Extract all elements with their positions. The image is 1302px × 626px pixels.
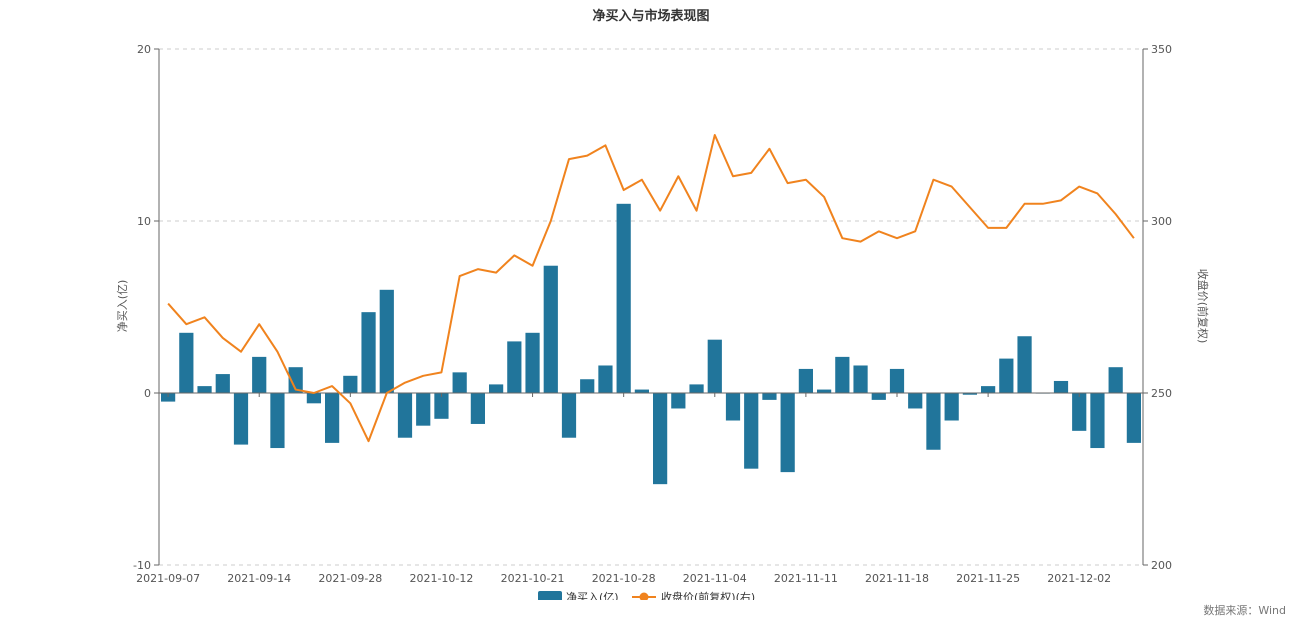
bar[interactable]: [634, 389, 649, 393]
x-tick-label: 2021-09-28: [318, 572, 382, 585]
bar[interactable]: [233, 393, 249, 445]
bar[interactable]: [434, 393, 449, 419]
bar[interactable]: [252, 356, 267, 393]
y-tick-label: 20: [137, 43, 151, 56]
bar[interactable]: [981, 386, 996, 393]
bar[interactable]: [1053, 380, 1069, 393]
y-tick-label: -10: [133, 559, 151, 572]
bar[interactable]: [489, 384, 504, 393]
bar[interactable]: [725, 393, 741, 421]
bar[interactable]: [452, 372, 467, 393]
bar[interactable]: [889, 368, 905, 393]
x-tick-label: 2021-12-02: [1047, 572, 1111, 585]
axes: -10 0 10 20 200 250 300 350 2021-09-07 2021-09-14…: [133, 43, 1172, 585]
legend[interactable]: 净买入(亿) 收盘价(前复权)(右): [538, 590, 755, 600]
x-tick-label: 2021-10-12: [409, 572, 473, 585]
legend-line-marker: [639, 592, 649, 600]
bar[interactable]: [197, 386, 212, 393]
bar[interactable]: [598, 365, 613, 393]
bar[interactable]: [325, 393, 340, 443]
line-series: [167, 134, 1135, 443]
bar[interactable]: [762, 393, 777, 400]
x-tick-label: 2021-10-28: [592, 572, 656, 585]
bar[interactable]: [379, 289, 394, 393]
bar[interactable]: [962, 393, 977, 395]
bar[interactable]: [470, 393, 485, 424]
bar[interactable]: [653, 393, 668, 485]
bar[interactable]: [507, 341, 522, 393]
bar[interactable]: [780, 393, 795, 473]
bar[interactable]: [288, 367, 303, 393]
close-price-line[interactable]: [167, 134, 1135, 443]
bar[interactable]: [361, 312, 376, 393]
bar[interactable]: [416, 393, 431, 426]
y2-tick-label: 250: [1151, 387, 1172, 400]
y-tick-label: 0: [144, 387, 151, 400]
bar[interactable]: [908, 393, 923, 409]
x-tick-label: 2021-09-07: [136, 572, 200, 585]
bar[interactable]: [689, 384, 704, 393]
chart: 净买入与市场表现图 -10 0 10 20 200 250 300 350 2021-09-07…: [115, 8, 1210, 600]
bar-series: [161, 203, 1141, 485]
x-tick-label: 2021-10-21: [501, 572, 565, 585]
bar[interactable]: [525, 332, 540, 393]
y2-tick-label: 350: [1151, 43, 1172, 56]
bar[interactable]: [616, 203, 631, 393]
bar[interactable]: [561, 393, 577, 438]
x-tick-label: 2021-11-18: [865, 572, 929, 585]
bar[interactable]: [1090, 393, 1105, 449]
bar[interactable]: [871, 393, 886, 400]
bar[interactable]: [798, 368, 813, 393]
bar[interactable]: [179, 332, 194, 393]
bar[interactable]: [671, 393, 686, 409]
y-axis-title-right: 收盘价(前复权): [1196, 269, 1210, 344]
legend-line-label: 收盘价(前复权)(右): [661, 590, 755, 600]
bar[interactable]: [397, 393, 413, 438]
bar[interactable]: [1108, 367, 1123, 393]
x-tick-label: 2021-11-25: [956, 572, 1020, 585]
legend-bar-label: 净买入(亿): [566, 590, 619, 600]
bar[interactable]: [306, 393, 321, 404]
y2-tick-label: 300: [1151, 215, 1172, 228]
bar[interactable]: [161, 393, 176, 402]
x-tick-label: 2021-11-11: [774, 572, 838, 585]
bar[interactable]: [999, 358, 1014, 393]
bar[interactable]: [270, 393, 285, 449]
bar[interactable]: [817, 389, 832, 393]
bar[interactable]: [744, 393, 759, 469]
bar[interactable]: [1126, 393, 1141, 443]
source-note: 数据来源：Wind: [1203, 604, 1286, 617]
bar[interactable]: [1072, 393, 1087, 431]
bar[interactable]: [944, 393, 959, 421]
bar[interactable]: [543, 265, 558, 393]
y-tick-label: 10: [137, 215, 151, 228]
bar[interactable]: [707, 339, 722, 393]
legend-bar-swatch: [538, 591, 562, 600]
bar[interactable]: [580, 379, 595, 393]
bar[interactable]: [835, 356, 850, 393]
bar[interactable]: [926, 393, 941, 450]
bar[interactable]: [343, 375, 358, 393]
x-tick-label: 2021-09-14: [227, 572, 291, 585]
grid-lines: [159, 48, 1143, 566]
x-tick-label: 2021-11-04: [683, 572, 747, 585]
y2-tick-label: 200: [1151, 559, 1172, 572]
chart-title: 净买入与市场表现图: [592, 8, 709, 24]
bar[interactable]: [1017, 336, 1032, 393]
bar[interactable]: [215, 374, 230, 393]
y-axis-title-left: 净买入(亿): [115, 280, 129, 333]
bar[interactable]: [853, 365, 868, 393]
